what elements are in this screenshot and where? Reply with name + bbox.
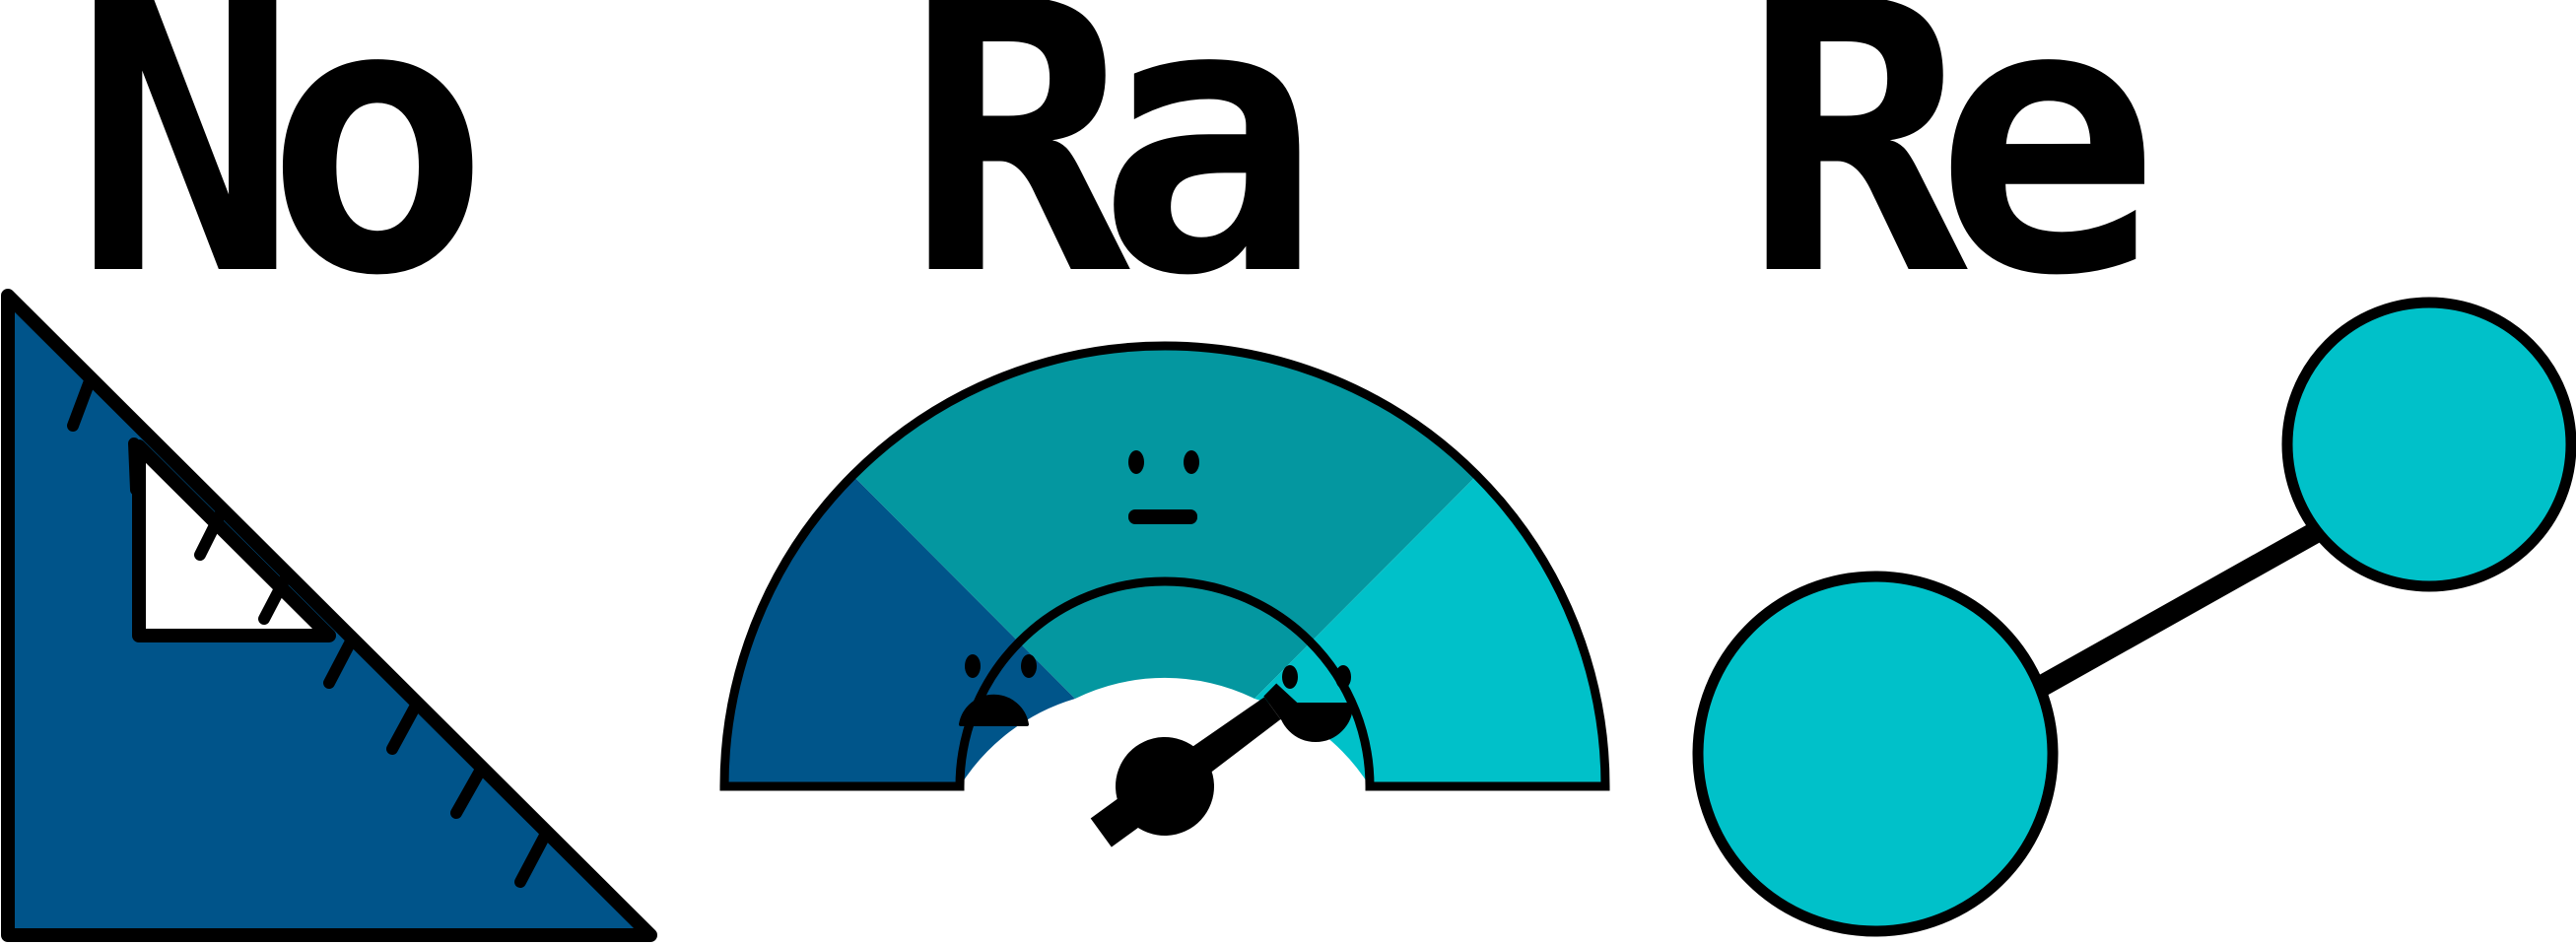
- ruler-tick: [323, 634, 358, 689]
- wordmark-re: Re: [1742, 0, 2160, 358]
- ruler-ticks: [67, 372, 553, 888]
- ruler-tick: [514, 826, 553, 888]
- set-square-ruler-icon: [1, 289, 657, 942]
- connected-nodes-icon: [1692, 297, 2576, 937]
- node-small: [2281, 297, 2576, 592]
- set-square-cutout: [132, 439, 336, 642]
- ruler-tick: [194, 506, 228, 561]
- wordmark-no: No: [73, 0, 491, 358]
- sentiment-gauge-icon: [719, 341, 1610, 847]
- set-square-body: [1, 289, 657, 942]
- node-large: [1692, 571, 2059, 937]
- edge-line: [2029, 495, 2371, 700]
- happy-face-icon: [1278, 665, 1353, 742]
- sad-face-icon: [959, 654, 1037, 726]
- ruler-tick: [450, 762, 488, 819]
- gauge-needle: [1090, 683, 1303, 847]
- ruler-tick: [258, 570, 293, 625]
- neutral-face-icon: [1128, 450, 1199, 524]
- ruler-tick: [128, 438, 142, 496]
- ruler-tick: [67, 372, 97, 432]
- gauge-outline: [719, 341, 1610, 791]
- wordmark-ra: Ra: [905, 0, 1322, 358]
- ruler-tick: [386, 698, 423, 755]
